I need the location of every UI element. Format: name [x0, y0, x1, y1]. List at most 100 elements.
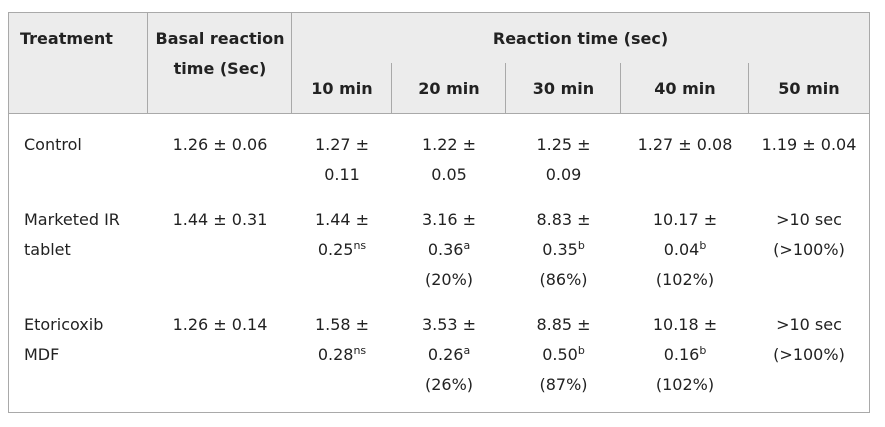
cell-value: 1.22 ± [421, 135, 477, 154]
cell-line: 0.16b [621, 340, 749, 370]
cell-line: 1.44 ± [292, 205, 392, 235]
cell-value: 1.27 ± 0.08 [637, 135, 733, 154]
cell-line: 0.35b [506, 235, 621, 265]
cell-value: (>100%) [773, 345, 845, 364]
cell-value: 0.50 [542, 345, 578, 364]
header-treatment: Treatment [20, 29, 113, 48]
significance-marker: ns [353, 239, 367, 252]
cell-value: 8.83 ± [536, 210, 591, 229]
cell-line: (>100%) [749, 235, 869, 265]
cell-line: (26%) [392, 370, 506, 400]
reaction-time-cell: 8.85 ± 0.50b (87%) [506, 310, 621, 400]
header-divider [620, 63, 621, 113]
cell-value: >10 sec [776, 210, 842, 229]
significance-marker: b [699, 239, 707, 252]
header-time-30: 30 min [532, 79, 595, 98]
header-time-10: 10 min [311, 79, 373, 98]
cell-value: 1.25 ± [536, 135, 591, 154]
cell-value: 10.18 ± [652, 315, 718, 334]
table-header: Treatment Basal reaction time (Sec) Reac… [9, 13, 869, 114]
cell-line: (86%) [506, 265, 621, 295]
reaction-time-cell: 3.53 ± 0.26a (26%) [392, 310, 506, 400]
treatment-line: Control [24, 135, 82, 154]
header-divider [505, 63, 506, 113]
cell-line: 0.28ns [292, 340, 392, 370]
cell-value: 0.36 [427, 240, 464, 259]
cell-line: >10 sec [749, 205, 869, 235]
reaction-time-cell: 10.17 ± 0.04b (102%) [621, 205, 749, 295]
cell-line: 1.27 ± [292, 130, 392, 160]
reaction-time-cell: 1.25 ± 0.09 [506, 130, 621, 190]
header-divider [391, 63, 392, 113]
cell-line: 3.16 ± [392, 205, 506, 235]
reaction-time-cell: 1.27 ± 0.11 [292, 130, 392, 190]
reaction-time-cell: >10 sec (>100%) [749, 205, 869, 265]
significance-marker: a [463, 239, 471, 252]
cell-line: 0.25ns [292, 235, 392, 265]
header-basal-line-2: time (Sec) [173, 59, 267, 78]
cell-value: 8.85 ± [536, 315, 591, 334]
cell-value: (20%) [424, 270, 474, 289]
cell-value: 0.09 [545, 165, 582, 184]
cell-line: 1.19 ± 0.04 [749, 130, 869, 160]
header-time-20: 20 min [418, 79, 480, 98]
cell-line: 0.04b [621, 235, 749, 265]
treatment-line: Etoricoxib [24, 315, 104, 334]
cell-value: 1.58 ± [314, 315, 370, 334]
reaction-time-cell: 1.58 ± 0.28ns [292, 310, 392, 370]
header-time-40: 40 min [654, 79, 716, 98]
cell-line: >10 sec [749, 310, 869, 340]
cell-line: 1.58 ± [292, 310, 392, 340]
cell-line: (20%) [392, 265, 506, 295]
cell-line: 0.09 [506, 160, 621, 190]
cell-line: 1.25 ± [506, 130, 621, 160]
cell-value: (87%) [539, 375, 588, 394]
cell-line: (102%) [621, 265, 749, 295]
cell-value: >10 sec [776, 315, 842, 334]
basal-cell: 1.44 ± 0.31 [172, 210, 268, 229]
header-divider [291, 13, 292, 113]
header-basal-line-1: Basal reaction [155, 29, 285, 48]
cell-line: (87%) [506, 370, 621, 400]
significance-marker: a [463, 344, 471, 357]
cell-value: 0.11 [324, 165, 360, 184]
cell-value: 0.25 [317, 240, 354, 259]
header-basal-reaction-time: Basal reaction time (Sec) [148, 24, 292, 84]
reaction-time-cell: 3.16 ± 0.36a (20%) [392, 205, 506, 295]
header-divider [147, 13, 148, 113]
cell-line: 0.05 [392, 160, 506, 190]
treatment-cell: Control [24, 130, 82, 160]
basal-cell: 1.26 ± 0.14 [172, 315, 268, 334]
cell-line: 8.83 ± [506, 205, 621, 235]
reaction-time-cell: 1.27 ± 0.08 [621, 130, 749, 160]
cell-value: 0.04 [663, 240, 700, 259]
cell-line: 8.85 ± [506, 310, 621, 340]
significance-marker: b [577, 239, 585, 252]
cell-value: 0.35 [542, 240, 578, 259]
cell-line: 0.11 [292, 160, 392, 190]
cell-value: 0.16 [663, 345, 700, 364]
cell-line: (>100%) [749, 340, 869, 370]
header-divider [748, 63, 749, 113]
cell-line: 1.22 ± [392, 130, 506, 160]
header-reaction-time: Reaction time (sec) [492, 29, 669, 48]
cell-value: (86%) [539, 270, 588, 289]
cell-value: (26%) [424, 375, 474, 394]
data-table: Treatment Basal reaction time (Sec) Reac… [8, 12, 870, 413]
significance-marker: b [577, 344, 585, 357]
cell-value: 10.17 ± [652, 210, 718, 229]
cell-value: (102%) [655, 375, 715, 394]
treatment-line: Marketed IR [24, 210, 120, 229]
cell-line: 10.18 ± [621, 310, 749, 340]
cell-value: (102%) [655, 270, 715, 289]
cell-line: 0.36a [392, 235, 506, 265]
significance-marker: b [699, 344, 707, 357]
treatment-cell: Marketed IR tablet [24, 205, 120, 265]
reaction-time-cell: 1.19 ± 0.04 [749, 130, 869, 160]
treatment-line: MDF [24, 345, 60, 364]
cell-line: 1.27 ± 0.08 [621, 130, 749, 160]
cell-value: 1.44 ± [314, 210, 370, 229]
cell-value: 0.05 [431, 165, 467, 184]
significance-marker: ns [353, 344, 367, 357]
reaction-time-cell: 1.44 ± 0.25ns [292, 205, 392, 265]
